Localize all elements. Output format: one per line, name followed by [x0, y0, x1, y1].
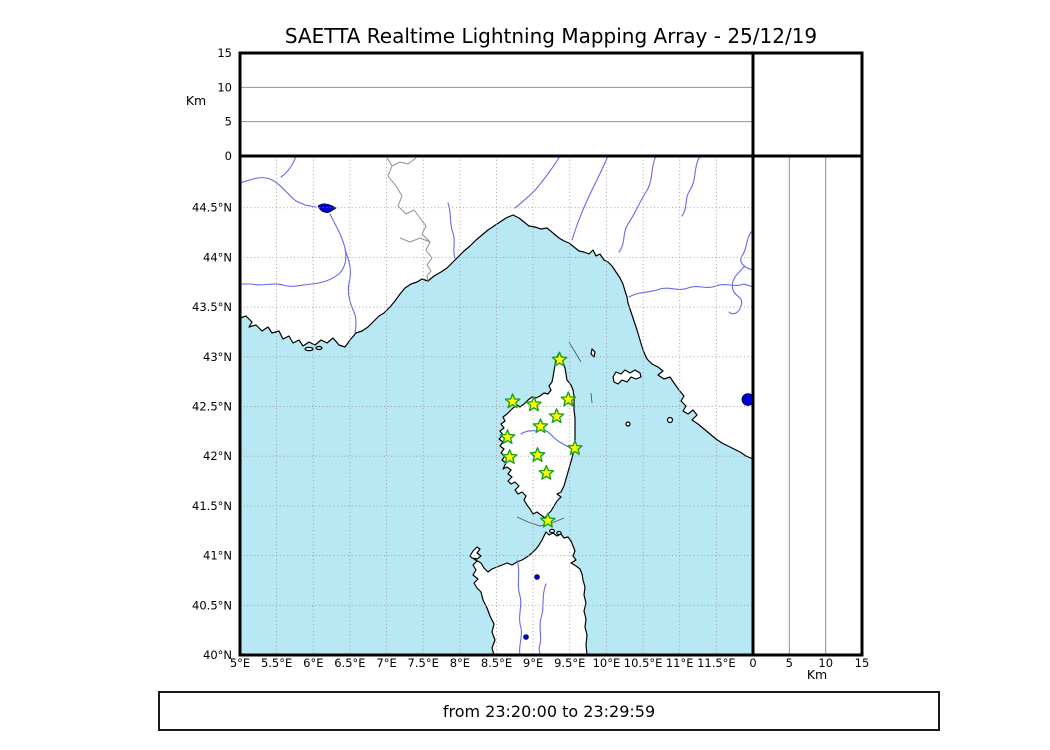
top-panel-tick: 0 — [225, 149, 232, 163]
corner-panel-frame — [751, 51, 864, 158]
right-panel-tick: 0 — [749, 656, 756, 670]
river-po-trib-2 — [571, 156, 609, 241]
giglio-island — [666, 416, 674, 424]
panel-gridlines-layer — [240, 86, 827, 655]
map-dynamic-layer — [240, 156, 753, 655]
right-panel-tick: 10 — [818, 656, 833, 670]
corsica-landmass — [498, 352, 576, 519]
maritime-boundary-east-corsica — [590, 392, 593, 404]
hyeres-islet-2 — [315, 345, 323, 351]
right-panel-km-label: Km — [807, 667, 827, 682]
station-marker — [529, 447, 546, 462]
station-marker — [560, 391, 577, 407]
lon-tick: 9.5°E — [554, 656, 585, 670]
capraia-island — [590, 348, 596, 358]
time-range-box: from 23:20:00 to 23:29:59 — [158, 691, 940, 731]
lon-tick: 7.5°E — [408, 656, 439, 670]
river-durance-lower — [240, 213, 347, 287]
maritime-boundary-ne-corsica — [568, 341, 582, 363]
montecristo-island — [625, 421, 631, 427]
lat-tick: 44.5°N — [192, 201, 232, 215]
station-marker — [551, 351, 568, 367]
lat-tick: 42°N — [203, 449, 232, 463]
top-panel-tick: 15 — [217, 46, 232, 60]
river-po-trib-1 — [514, 156, 561, 209]
river-tiber-upper — [728, 265, 746, 315]
river-right-edge — [740, 229, 753, 271]
border-france-italy — [385, 156, 433, 282]
tick-labels-layer: 0 5 10 15 0 5 10 15 5°E 5.5°E 6°E 6.5°E 7°E 7.5°E 8°E 8… — [192, 46, 869, 670]
river-serchio — [618, 156, 657, 253]
maddalena-islet-2 — [556, 530, 562, 536]
lon-tick: 7°E — [376, 656, 396, 670]
river-sardinia-1 — [516, 559, 522, 655]
lon-tick: 5.5°E — [261, 656, 292, 670]
lake-bolsena-dot — [741, 393, 753, 406]
station-marker — [532, 418, 549, 434]
lon-tick: 9°E — [523, 656, 543, 670]
lon-tick: 11°E — [666, 656, 694, 670]
lon-tick: 8.5°E — [481, 656, 512, 670]
lat-tick: 41.5°N — [192, 499, 232, 513]
lake-sardinia-1 — [534, 574, 540, 580]
lon-tick: 6.5°E — [334, 656, 365, 670]
river-po-trib-3 — [681, 156, 701, 217]
top-panel-tick: 5 — [225, 115, 232, 129]
lat-tick: 42.5°N — [192, 400, 232, 414]
station-marker — [526, 396, 542, 412]
lat-tick: 40°N — [203, 648, 232, 662]
lake-sardinia-2 — [523, 634, 529, 640]
time-range-text: from 23:20:00 to 23:29:59 — [442, 701, 656, 721]
maddalena-islet — [548, 528, 555, 534]
lat-tick: 41°N — [203, 549, 232, 563]
figure-title: SAETTA Realtime Lightning Mapping Array … — [284, 24, 818, 48]
top-panel-km-label: Km — [186, 93, 206, 108]
lon-tick: 10°E — [593, 656, 621, 670]
lat-tick: 44°N — [203, 250, 232, 264]
station-marker — [501, 449, 518, 464]
lon-tick: 6°E — [303, 656, 323, 670]
lon-tick: 8°E — [450, 656, 470, 670]
station-marker — [540, 512, 556, 528]
border-branch — [391, 157, 417, 167]
station-marker — [499, 429, 516, 445]
right-altitude-panel-frame — [751, 154, 864, 657]
lon-tick: 10.5°E — [624, 656, 663, 670]
river-golo-corsica — [520, 429, 574, 450]
station-marker — [548, 408, 565, 424]
river-durance-upper — [240, 177, 317, 208]
map-panel — [240, 156, 753, 655]
lon-tick: 5°E — [230, 656, 250, 670]
right-panel-tick: 5 — [786, 656, 793, 670]
sardinia-landmass — [472, 531, 588, 655]
elba-island — [612, 369, 642, 385]
station-marker — [504, 393, 521, 409]
river-sardinia-2 — [538, 583, 547, 655]
lon-tick: 11.5°E — [697, 656, 736, 670]
border-branch-2 — [399, 237, 431, 243]
top-panel-tick: 10 — [217, 80, 232, 94]
river-roya — [447, 202, 456, 259]
lake-serre-poncon — [317, 203, 337, 213]
station-marker — [538, 464, 555, 480]
river-alps-top — [280, 156, 297, 178]
station-marker — [567, 440, 583, 455]
lat-tick: 43.5°N — [192, 300, 232, 314]
maritime-boundary-bonifacio — [516, 516, 565, 527]
river-arno — [628, 283, 753, 298]
river-verdon-argens — [344, 249, 357, 334]
hyeres-islet — [304, 346, 314, 352]
right-panel-tick: 15 — [855, 656, 870, 670]
top-altitude-panel-frame — [238, 51, 755, 158]
lat-tick: 40.5°N — [192, 598, 232, 612]
lat-tick: 43°N — [203, 350, 232, 364]
